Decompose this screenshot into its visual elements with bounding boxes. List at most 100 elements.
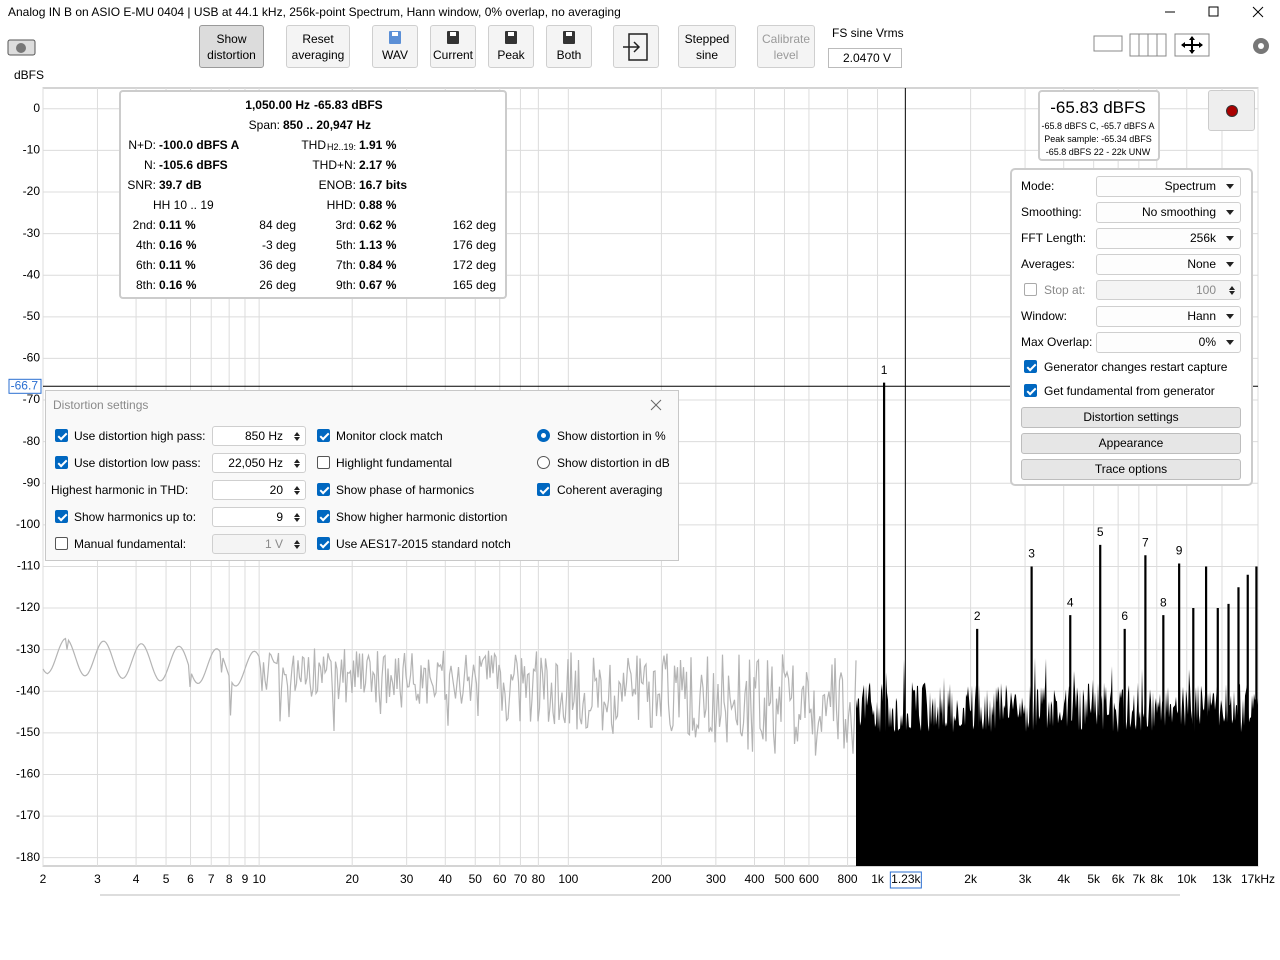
dropdown[interactable] (1096, 332, 1241, 353)
y-tick-label: 0 (33, 101, 40, 115)
dropdown[interactable] (1096, 202, 1241, 223)
dropdown-label: Max Overlap: (1021, 335, 1093, 349)
record-button[interactable] (1208, 90, 1255, 131)
spinner[interactable] (212, 426, 306, 446)
checkbox[interactable] (317, 483, 330, 496)
radio-button[interactable] (537, 429, 550, 442)
y-tick-label: -100 (16, 517, 40, 531)
checkbox[interactable] (317, 456, 330, 469)
close-button[interactable] (650, 399, 662, 411)
harmonic-label: 2nd: (132, 218, 156, 232)
harmonic-value: 0.11 % (159, 218, 196, 232)
stat-value: 2.17 % (359, 158, 397, 172)
checkbox[interactable] (1024, 283, 1037, 296)
peak-label: 6 (1121, 609, 1128, 623)
setting-label: Show distortion in % (557, 429, 666, 443)
check-label: Generator changes restart capture (1044, 360, 1228, 374)
checkbox[interactable] (55, 510, 68, 523)
spinner[interactable] (212, 534, 306, 554)
harmonic-label: 8th: (135, 278, 156, 292)
snapshot-icon[interactable] (7, 37, 37, 57)
toolbar-button[interactable]: Reset averaging (286, 25, 350, 68)
stat-label: THD (301, 138, 326, 152)
dropdown-label: Stop at: (1044, 283, 1086, 297)
toolbar-button[interactable]: Current (430, 25, 476, 68)
y-tick-label: -180 (16, 850, 40, 864)
spinner[interactable] (1096, 280, 1241, 300)
panel-button[interactable] (1021, 459, 1241, 480)
record-icon (1226, 105, 1238, 117)
toolbar-button[interactable] (613, 25, 659, 68)
y-tick-label: -10 (23, 143, 41, 157)
dropdown[interactable] (1096, 306, 1241, 327)
dropdown-value: 0% (1198, 335, 1216, 349)
dropdown-label: Window: (1021, 309, 1068, 323)
stat-value: -100.0 dBFS A (159, 138, 240, 152)
setting-value: 20 (269, 483, 283, 497)
spinner[interactable] (212, 507, 306, 527)
x-tick-label: 7k (1133, 872, 1147, 886)
checkbox[interactable] (537, 483, 550, 496)
x-tick-label: 2 (40, 872, 47, 886)
harmonic-phase: 162 deg (452, 218, 496, 232)
panel-button[interactable] (1021, 407, 1241, 428)
x-tick-label: 20 (346, 872, 360, 886)
checkbox[interactable] (55, 429, 68, 442)
window-controls[interactable] (1160, 2, 1275, 22)
harmonic-label: 3rd: (335, 218, 356, 232)
stat-label: ENOB: (318, 178, 356, 192)
setting-label: Coherent averaging (557, 483, 663, 497)
window-title: Analog IN B on ASIO E-MU 0404 | USB at 4… (8, 5, 621, 19)
button-label: Both (556, 47, 582, 62)
toolbar-button[interactable]: Both (546, 25, 592, 68)
button-label: Peak (497, 47, 525, 62)
harmonic-phase: 36 deg (259, 258, 296, 272)
setting-label: Show distortion in dB (557, 456, 670, 470)
setting-value: 1 V (264, 537, 283, 551)
toolbar-button[interactable]: Show distortion (199, 25, 264, 68)
cursor-label-box (889, 871, 922, 889)
x-tick-label: 40 (439, 872, 453, 886)
harmonic-value: 1.13 % (359, 238, 397, 252)
button-label: Show distortion (207, 31, 256, 62)
radio-button[interactable] (537, 456, 550, 469)
spinner[interactable] (212, 480, 306, 500)
check-label: Get fundamental from generator (1044, 384, 1215, 398)
x-tick-label: 4k (1057, 872, 1071, 886)
scrollbar[interactable] (100, 894, 1180, 896)
harmonic-label: 4th: (135, 238, 156, 252)
x-tick-label: 4 (133, 872, 140, 886)
toolbar-button[interactable]: WAV (372, 25, 418, 68)
x-tick-label: 3 (94, 872, 101, 886)
spinner[interactable] (212, 453, 306, 473)
info-level: -65.83 dBFS (314, 98, 383, 112)
checkbox[interactable] (317, 429, 330, 442)
setting-label: Use distortion low pass: (74, 456, 201, 470)
harmonic-phase: 165 deg (452, 278, 496, 292)
stat-value: 39.7 dB (159, 178, 202, 192)
fs-value: 2.0470 V (843, 51, 892, 65)
dropdown[interactable] (1096, 254, 1241, 275)
setting-label: Use AES17-2015 standard notch (336, 537, 511, 551)
checkbox[interactable] (1024, 360, 1037, 373)
checkbox[interactable] (1024, 384, 1037, 397)
stat-value: 1.91 % (359, 138, 397, 152)
checkbox[interactable] (317, 510, 330, 523)
view-icons[interactable] (1090, 32, 1280, 62)
y-tick-label: -40 (23, 267, 41, 281)
x-tick-label: 13k (1212, 872, 1232, 886)
dropdown[interactable] (1096, 228, 1241, 249)
x-tick-label: 2k (964, 872, 978, 886)
x-tick-label: 800 (838, 872, 858, 886)
panel-button[interactable] (1021, 433, 1241, 454)
dropdown-label: Averages: (1021, 257, 1075, 271)
checkbox[interactable] (317, 537, 330, 550)
toolbar-button[interactable]: Peak (488, 25, 534, 68)
checkbox[interactable] (55, 456, 68, 469)
toolbar-button[interactable]: Calibrate level (757, 25, 815, 68)
toolbar-button[interactable]: Stepped sine (678, 25, 736, 68)
x-tick-label: 9 (242, 872, 249, 886)
fs-input[interactable] (828, 48, 902, 68)
checkbox[interactable] (55, 537, 68, 550)
dropdown[interactable] (1096, 176, 1241, 197)
